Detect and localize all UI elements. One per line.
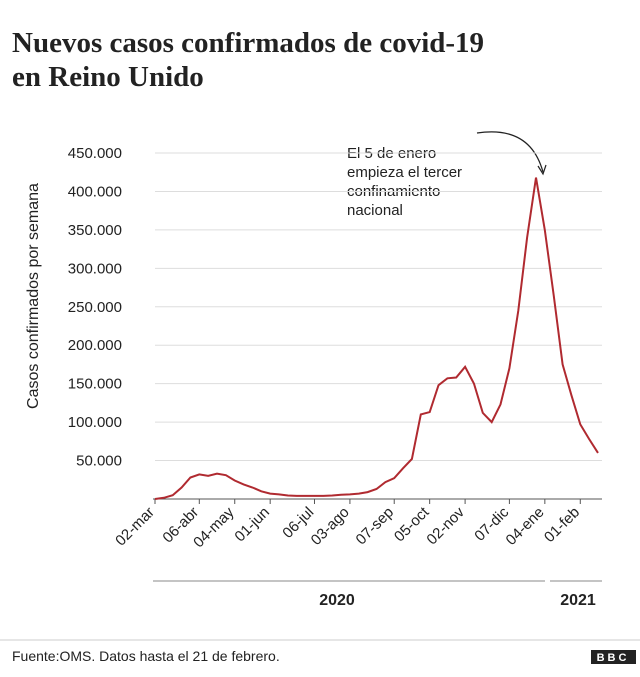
annotation-arrow-head: [537, 164, 547, 176]
x-tick-label: 07-sep: [353, 504, 397, 548]
y-tick-label: 300.000: [68, 260, 122, 277]
annotation-arrow: [476, 131, 544, 173]
y-tick-label: 200.000: [68, 337, 122, 354]
y-tick-label: 350.000: [68, 222, 122, 239]
chart-title: en Reino Unido: [12, 61, 204, 93]
chart-title: Nuevos casos confirmados de covid-19: [12, 27, 484, 59]
y-tick-label: 50.000: [76, 453, 122, 470]
annotation: nacional: [347, 202, 403, 219]
y-tick-label: 250.000: [68, 299, 122, 316]
x-tick-label: 03-ago: [308, 504, 353, 549]
x-tick-label: 04-ene: [503, 504, 548, 549]
logo: BBC: [597, 652, 630, 664]
x-tick-label: 04-may: [190, 503, 238, 551]
y-tick-label: 100.000: [68, 414, 122, 431]
x-tick-label: 02-nov: [423, 503, 468, 548]
data-line: [154, 177, 599, 500]
year-label: 2021: [560, 592, 596, 609]
x-tick-label: 01-feb: [541, 504, 583, 546]
y-tick-label: 450.000: [68, 145, 122, 162]
y-tick-label: 150.000: [68, 376, 122, 393]
annotation: empieza el tercer: [347, 164, 462, 181]
year-label: 2020: [319, 592, 355, 609]
y-tick-label: 400.000: [68, 183, 122, 200]
y-axis-label: Casos confirmados por semana: [25, 183, 42, 409]
source: Fuente:OMS. Datos hasta el 21 de febrero…: [12, 648, 280, 664]
logo-box: [591, 650, 636, 664]
x-tick-label: 02-mar: [112, 504, 158, 550]
x-tick-label: 01-jun: [231, 504, 273, 546]
